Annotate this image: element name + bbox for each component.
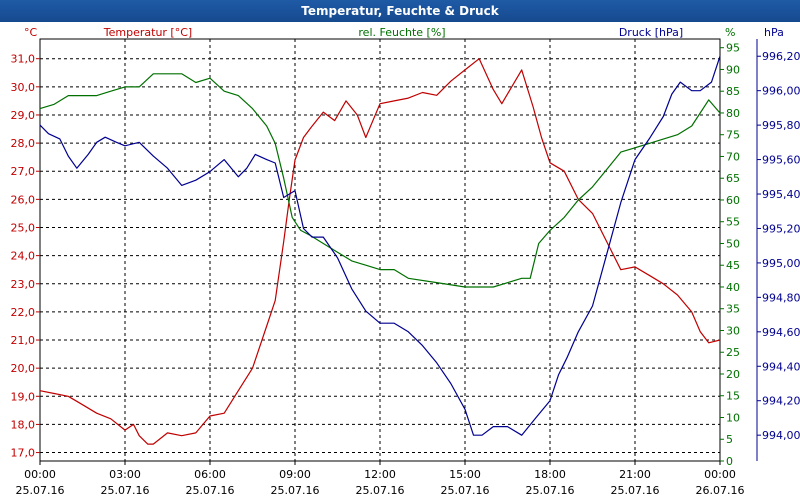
humidity-tick-label: 70 <box>726 150 740 163</box>
humidity-tick-label: 5 <box>726 433 733 446</box>
humidity-tick-label: 75 <box>726 129 740 142</box>
time-tick-label: 00:00 <box>704 468 736 481</box>
temperature-series-line <box>39 58 721 445</box>
temperature-tick-label: 20,0 <box>11 362 36 375</box>
date-tick-label: 25.07.16 <box>101 484 150 497</box>
grid <box>40 39 720 461</box>
date-tick-label: 25.07.16 <box>441 484 490 497</box>
humidity-tick-label: 0 <box>726 455 733 468</box>
temperature-tick-label: 29,0 <box>11 109 36 122</box>
humidity-tick-label: 50 <box>726 237 740 250</box>
date-tick-label: 25.07.16 <box>611 484 660 497</box>
humidity-tick-label: 95 <box>726 42 740 55</box>
humidity-tick-label: 85 <box>726 85 740 98</box>
temperature-tick-label: 22,0 <box>11 306 36 319</box>
time-tick-label: 09:00 <box>279 468 311 481</box>
pressure-series-line <box>39 56 721 436</box>
chart-area: 17,0 18,0 19,0 20,0 21,0 22,0 23,0 24,0 25,0 26,0… <box>0 22 800 500</box>
pressure-axis: 994,00 994,20 994,40 994,60 994,80 995,00 995,… <box>756 26 800 461</box>
temperature-tick-label: 27,0 <box>11 165 36 178</box>
time-tick-label: 12:00 <box>364 468 396 481</box>
humidity-tick-label: 45 <box>726 259 740 272</box>
temperature-tick-label: 25,0 <box>11 221 36 234</box>
series-lines <box>39 56 721 445</box>
humidity-axis-title: rel. Feuchte [%] <box>358 26 445 39</box>
temperature-axis: 17,0 18,0 19,0 20,0 21,0 22,0 23,0 24,0 25,0 26,0… <box>11 26 40 460</box>
temperature-axis-title: Temperatur [°C] <box>103 26 192 39</box>
pressure-tick-label: 994,40 <box>762 360 800 373</box>
humidity-tick-label: 65 <box>726 172 740 185</box>
date-tick-label: 25.07.16 <box>16 484 65 497</box>
date-tick-label: 25.07.16 <box>526 484 575 497</box>
humidity-tick-label: 15 <box>726 390 740 403</box>
pressure-unit-label: hPa <box>764 26 784 39</box>
pressure-tick-label: 995,00 <box>762 257 800 270</box>
time-tick-label: 15:00 <box>449 468 481 481</box>
time-tick-label: 03:00 <box>109 468 141 481</box>
date-tick-label: 26.07.16 <box>696 484 745 497</box>
temperature-tick-label: 24,0 <box>11 250 36 263</box>
pressure-tick-label: 996,20 <box>762 50 800 63</box>
temperature-tick-label: 31,0 <box>11 53 36 66</box>
date-tick-label: 25.07.16 <box>356 484 405 497</box>
temperature-tick-label: 19,0 <box>11 390 36 403</box>
humidity-tick-label: 80 <box>726 107 740 120</box>
time-tick-label: 06:00 <box>194 468 226 481</box>
pressure-tick-label: 996,00 <box>762 85 800 98</box>
humidity-tick-label: 35 <box>726 303 740 316</box>
time-tick-label: 18:00 <box>534 468 566 481</box>
temperature-tick-label: 18,0 <box>11 418 36 431</box>
temperature-tick-label: 28,0 <box>11 137 36 150</box>
pressure-axis-title: Druck [hPa] <box>619 26 683 39</box>
temperature-unit-label: °C <box>24 26 38 39</box>
humidity-tick-label: 25 <box>726 346 740 359</box>
window-title: Temperatur, Feuchte & Druck <box>0 0 800 22</box>
pressure-tick-label: 994,20 <box>762 395 800 408</box>
humidity-tick-label: 10 <box>726 411 740 424</box>
chart-svg: 17,0 18,0 19,0 20,0 21,0 22,0 23,0 24,0 25,0 26,0… <box>11 26 800 497</box>
pressure-tick-label: 994,60 <box>762 326 800 339</box>
humidity-axis: 0 5 10 15 20 25 30 35 40 45 50 55 60 65 70 75 80 85 90 95% <box>720 26 740 468</box>
humidity-tick-label: 20 <box>726 368 740 381</box>
humidity-tick-label: 40 <box>726 281 740 294</box>
date-tick-label: 25.07.16 <box>186 484 235 497</box>
time-tick-label: 21:00 <box>619 468 651 481</box>
temperature-tick-label: 21,0 <box>11 334 36 347</box>
humidity-tick-label: 30 <box>726 324 740 337</box>
temperature-tick-label: 30,0 <box>11 81 36 94</box>
pressure-tick-label: 995,80 <box>762 119 800 132</box>
temperature-tick-label: 23,0 <box>11 278 36 291</box>
axis-titles: Temperatur [°C] rel. Feuchte [%] Druck [hP… <box>103 26 683 39</box>
date-tick-label: 25.07.16 <box>271 484 320 497</box>
temperature-tick-label: 26,0 <box>11 193 36 206</box>
humidity-tick-label: 60 <box>726 194 740 207</box>
humidity-unit-label: % <box>725 26 735 39</box>
pressure-tick-label: 994,00 <box>762 429 800 442</box>
humidity-series-line <box>39 73 721 288</box>
pressure-tick-label: 994,80 <box>762 291 800 304</box>
humidity-tick-label: 90 <box>726 63 740 76</box>
pressure-tick-label: 995,40 <box>762 188 800 201</box>
pressure-tick-label: 995,20 <box>762 222 800 235</box>
time-tick-label: 00:00 <box>24 468 56 481</box>
pressure-tick-label: 995,60 <box>762 154 800 167</box>
time-axis: 00:00 25.07.16 03:00 25.07.16 06:00 25.07.16 0… <box>16 461 745 497</box>
temperature-tick-label: 17,0 <box>11 447 36 460</box>
humidity-tick-label: 55 <box>726 216 740 229</box>
